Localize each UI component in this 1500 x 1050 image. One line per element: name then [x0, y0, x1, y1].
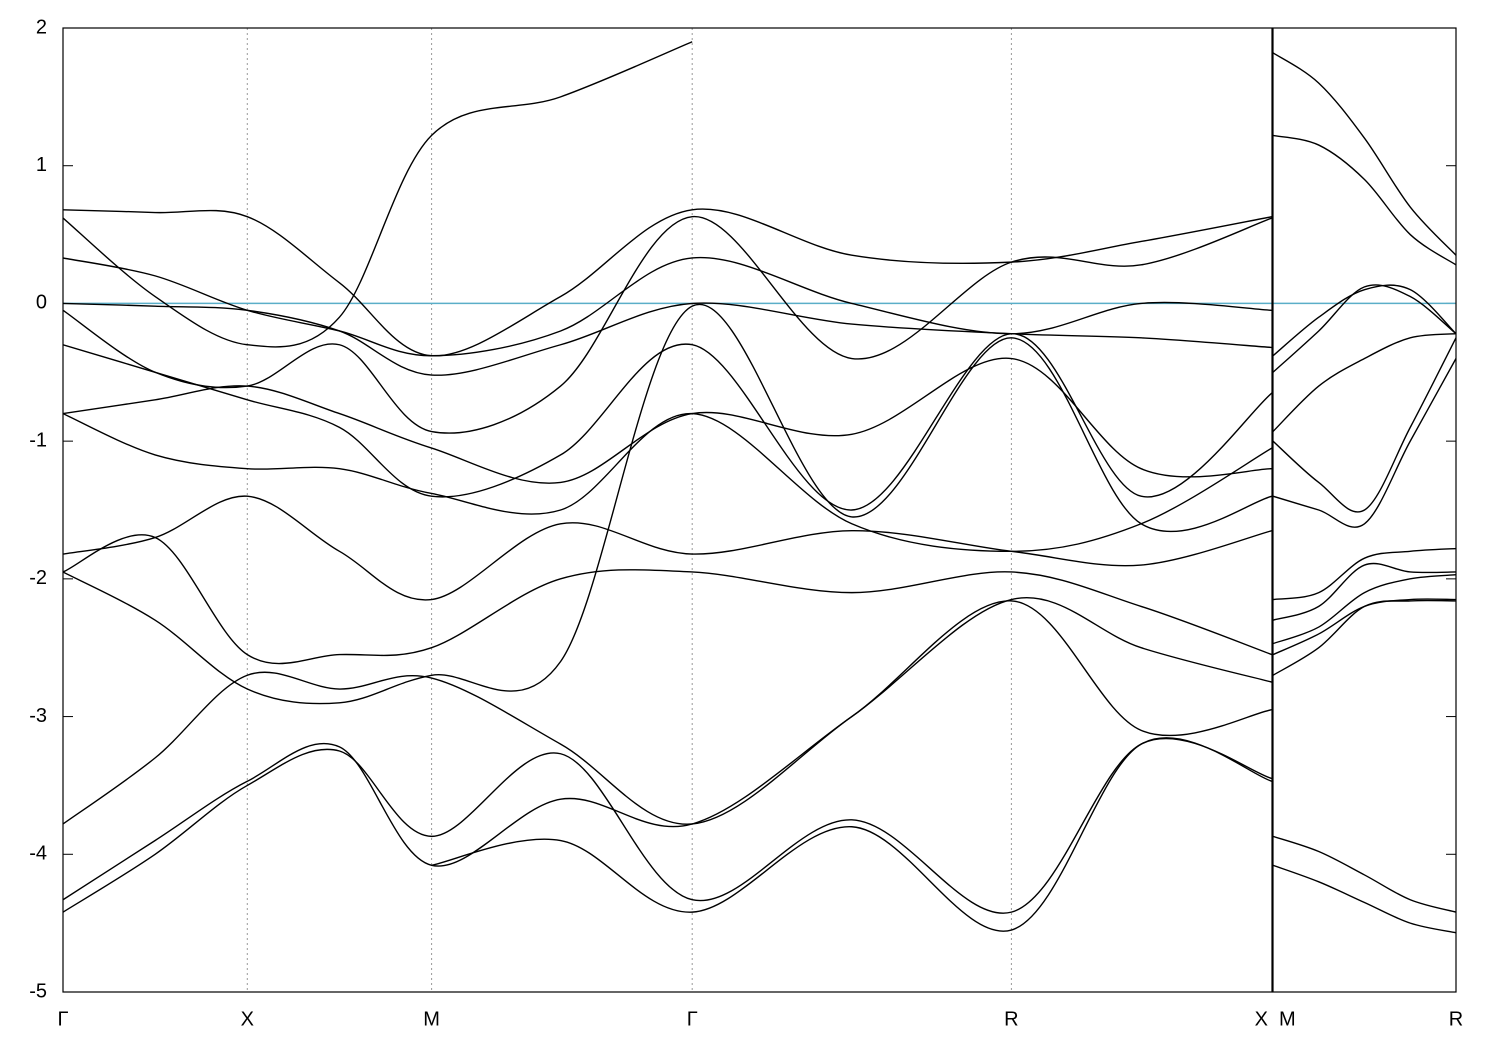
band: [63, 302, 1272, 376]
band: [63, 600, 1272, 901]
band: [63, 737, 1272, 914]
y-tick-label: -5: [29, 980, 47, 1002]
band: [1273, 835, 1456, 913]
x-tick-label: Γ: [687, 1008, 698, 1030]
band: [1273, 574, 1456, 645]
band: [1273, 284, 1456, 357]
x-tick-label: M: [423, 1008, 440, 1030]
y-tick-label: 1: [36, 154, 47, 176]
band: [63, 303, 1272, 705]
band: [63, 41, 693, 348]
band: [1273, 599, 1456, 676]
band: [1273, 337, 1456, 513]
band: [63, 208, 1272, 357]
band: [1273, 562, 1456, 621]
band: [63, 495, 1272, 601]
y-tick-label: -3: [29, 705, 47, 727]
x-tick-label: R: [1449, 1008, 1463, 1030]
band: [63, 412, 1272, 553]
band: [1273, 598, 1456, 656]
band: [63, 597, 1272, 825]
band: [1273, 864, 1456, 934]
x-tick-label: R: [1004, 1008, 1018, 1030]
y-tick-label: -1: [29, 429, 47, 451]
band: [1273, 52, 1456, 256]
band: [431, 737, 1272, 932]
band: [63, 215, 1272, 434]
x-tick-label: X: [241, 1008, 254, 1030]
x-tick-label: X: [1255, 1008, 1268, 1030]
band: [1273, 547, 1456, 601]
y-tick-label: -2: [29, 567, 47, 589]
band: [63, 333, 1272, 511]
plot-frame: [62, 27, 1273, 993]
band: [1273, 333, 1456, 432]
x-tick-label: M: [1279, 1008, 1296, 1030]
y-tick-label: 0: [36, 292, 47, 314]
band: [1273, 284, 1456, 373]
plot-frame: [1272, 27, 1457, 993]
band: [63, 534, 1272, 665]
y-tick-label: -4: [29, 843, 47, 865]
band: [1273, 358, 1456, 528]
band: [63, 357, 1272, 484]
x-tick-label: Γ: [57, 1008, 68, 1030]
y-tick-label: 2: [36, 16, 47, 38]
band: [1273, 134, 1456, 266]
